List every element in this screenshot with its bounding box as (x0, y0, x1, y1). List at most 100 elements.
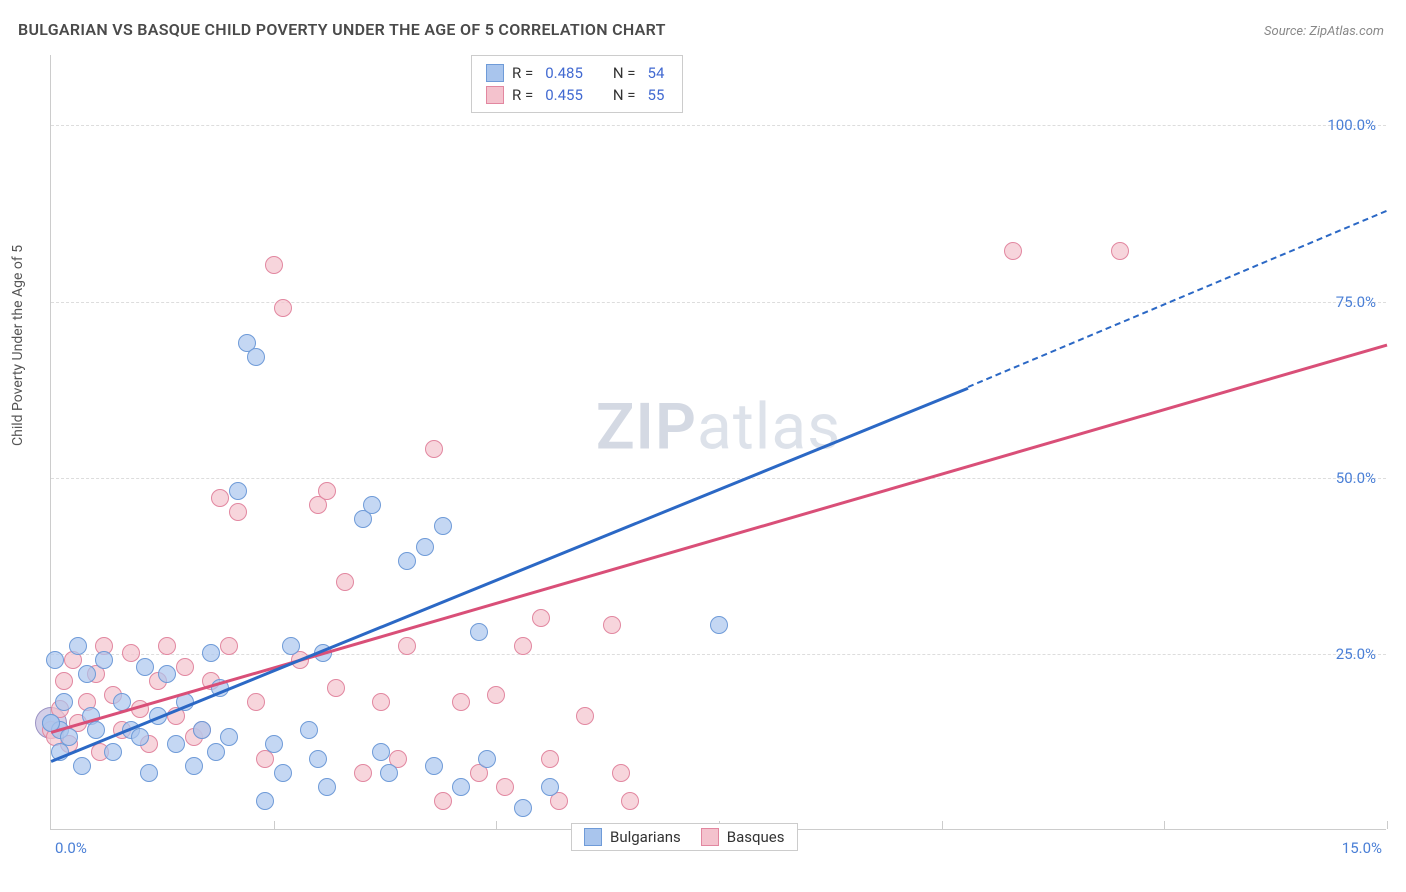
bulgarians-point (55, 693, 73, 711)
basques-point (265, 256, 283, 274)
basques-point (229, 503, 247, 521)
basques-point (220, 637, 238, 655)
bulgarians-point (434, 517, 452, 535)
x-tick-mark (1164, 821, 1165, 829)
bulgarians-point (202, 644, 220, 662)
y-tick-label: 25.0% (1336, 645, 1376, 663)
n-label: N = (613, 64, 636, 82)
bulgarians-point (167, 735, 185, 753)
basques-point (425, 440, 443, 458)
basques-point (318, 482, 336, 500)
basques-point (612, 764, 630, 782)
basques-point (176, 658, 194, 676)
bulgarians-point (69, 637, 87, 655)
r-label: R = (512, 64, 533, 82)
bulgarians-point (207, 743, 225, 761)
r-label: R = (512, 86, 533, 104)
bulgarians-point (710, 616, 728, 634)
x-tick-label-left: 0.0% (55, 839, 87, 857)
bulgarians-point (372, 743, 390, 761)
watermark-zip: ZIP (596, 389, 697, 464)
basques-point (452, 693, 470, 711)
basques-point (398, 637, 416, 655)
chart-container: BULGARIAN VS BASQUE CHILD POVERTY UNDER … (0, 0, 1406, 892)
basques-point (541, 750, 559, 768)
y-tick-label: 75.0% (1336, 293, 1376, 311)
basques-point (274, 299, 292, 317)
chart-title: BULGARIAN VS BASQUE CHILD POVERTY UNDER … (18, 20, 666, 39)
r-value: 0.455 (545, 86, 583, 104)
bulgarians-point (95, 651, 113, 669)
watermark-atlas: atlas (697, 389, 841, 464)
bulgarians-point (282, 637, 300, 655)
gridline (51, 125, 1386, 126)
basques-point (55, 672, 73, 690)
legend-label: Basques (727, 828, 785, 846)
basques-point (487, 686, 505, 704)
basques-point (211, 489, 229, 507)
legend: Bulgarians Basques (571, 823, 798, 851)
basques-point (336, 573, 354, 591)
x-tick-mark (496, 821, 497, 829)
basques-point (603, 616, 621, 634)
bulgarians-point (274, 764, 292, 782)
legend-label: Bulgarians (610, 828, 681, 846)
basques-point (621, 792, 639, 810)
bulgarians-point (265, 735, 283, 753)
bulgarians-point (541, 778, 559, 796)
basques-point (122, 644, 140, 662)
bulgarians-point (73, 757, 91, 775)
gridline (51, 478, 1386, 479)
gridline (51, 302, 1386, 303)
n-value: 55 (648, 86, 665, 104)
bulgarians-point (46, 651, 64, 669)
legend-item-bulgarians: Bulgarians (584, 828, 681, 846)
r-value: 0.485 (545, 64, 583, 82)
bulgarians-point (309, 750, 327, 768)
basques-point (247, 693, 265, 711)
bulgarians-point (104, 743, 122, 761)
trendline (51, 344, 1388, 734)
swatch-icon (486, 64, 504, 82)
bulgarians-point (425, 757, 443, 775)
y-tick-label: 50.0% (1336, 469, 1376, 487)
x-tick-mark (274, 821, 275, 829)
gridline (51, 654, 1386, 655)
x-tick-mark (1387, 821, 1388, 829)
x-tick-label-right: 15.0% (1342, 839, 1382, 857)
bulgarians-point (131, 728, 149, 746)
bulgarians-point (158, 665, 176, 683)
basques-point (372, 693, 390, 711)
bulgarians-point (514, 799, 532, 817)
bulgarians-point (185, 757, 203, 775)
swatch-icon (584, 828, 602, 846)
bulgarians-point (380, 764, 398, 782)
stats-row-basques: R =0.455N =55 (486, 84, 668, 106)
basques-point (576, 707, 594, 725)
basques-point (532, 609, 550, 627)
bulgarians-point (256, 792, 274, 810)
bulgarians-point (78, 665, 96, 683)
bulgarians-point (452, 778, 470, 796)
x-tick-mark (942, 821, 943, 829)
bulgarians-point (300, 721, 318, 739)
bulgarians-point (416, 538, 434, 556)
swatch-icon (486, 86, 504, 104)
stats-box: R =0.485N =54R =0.455N =55 (471, 55, 683, 113)
bulgarians-point (470, 623, 488, 641)
bulgarians-point (229, 482, 247, 500)
bulgarians-point (193, 721, 211, 739)
bulgarians-point (478, 750, 496, 768)
bulgarians-point (363, 496, 381, 514)
bulgarians-point (140, 764, 158, 782)
y-tick-label: 100.0% (1327, 116, 1376, 134)
basques-point (327, 679, 345, 697)
trendline (51, 386, 969, 762)
bulgarians-point (220, 728, 238, 746)
basques-point (434, 792, 452, 810)
y-axis-label: Child Poverty Under the Age of 5 (10, 245, 26, 446)
source-attribution: Source: ZipAtlas.com (1264, 24, 1384, 39)
swatch-icon (701, 828, 719, 846)
bulgarians-point (136, 658, 154, 676)
bulgarians-point (398, 552, 416, 570)
